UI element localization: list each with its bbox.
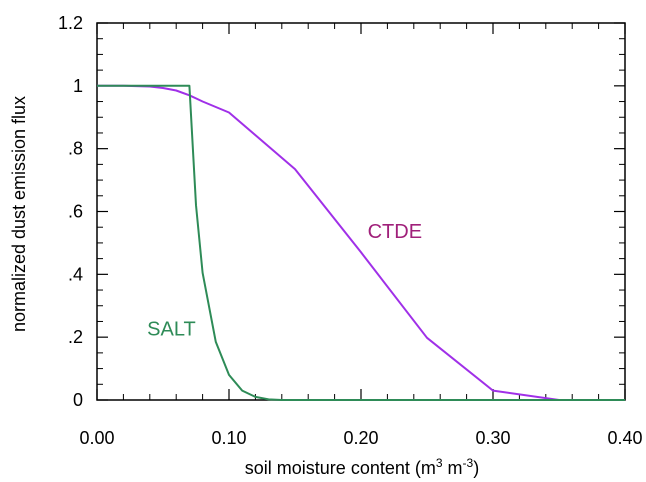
y-tick-label: .8 bbox=[68, 139, 83, 159]
x-tick-label: 0.30 bbox=[475, 428, 510, 448]
y-tick-label: .6 bbox=[68, 202, 83, 222]
y-tick-label: .4 bbox=[68, 264, 83, 284]
y-tick-label: 0 bbox=[73, 390, 83, 410]
x-tick-label: 0.00 bbox=[79, 428, 114, 448]
plot-frame bbox=[96, 22, 626, 401]
x-axis-title: soil moisture content (m3 m-3) bbox=[245, 456, 479, 478]
series-line-salt bbox=[97, 84, 625, 401]
y-tick-label: 1.2 bbox=[58, 13, 83, 33]
x-axis-title-sup1: 3 bbox=[436, 456, 443, 470]
x-tick-label: 0.20 bbox=[343, 428, 378, 448]
x-axis-title-end: ) bbox=[473, 458, 479, 478]
series-line-ctde bbox=[97, 84, 625, 401]
x-tick-label: 0.10 bbox=[211, 428, 246, 448]
y-axis-title: normalized dust emission flux bbox=[9, 96, 29, 332]
y-tick-label: 1 bbox=[73, 76, 83, 96]
series-label-salt: SALT bbox=[147, 319, 196, 341]
x-axis-title-mid: m bbox=[443, 458, 463, 478]
series-label-ctde: CTDE bbox=[368, 221, 422, 243]
x-tick-label: 0.40 bbox=[607, 428, 642, 448]
y-tick-label: .2 bbox=[68, 327, 83, 347]
x-axis-title-sup2: -3 bbox=[463, 456, 474, 470]
